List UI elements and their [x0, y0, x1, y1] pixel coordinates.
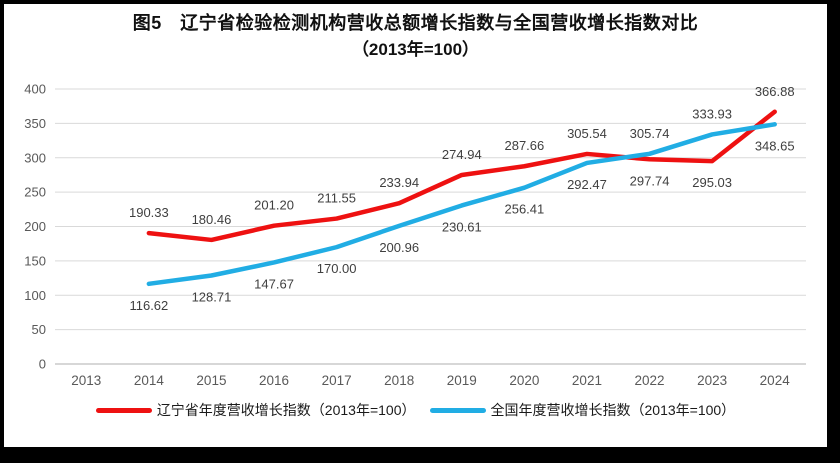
chart-title: 图5 辽宁省检验检测机构营收总额增长指数与全国营收增长指数对比	[132, 13, 699, 33]
y-tick-label: 300	[24, 150, 46, 165]
x-tick-label: 2016	[259, 373, 289, 388]
liaoning-data-label: 190.33	[129, 205, 169, 220]
x-tick-label: 2015	[196, 373, 226, 388]
legend: 辽宁省年度营收增长指数（2013年=100） 全国年度营收增长指数（2013年=1…	[4, 400, 827, 420]
x-tick-label: 2017	[322, 373, 352, 388]
national-data-label: 147.67	[254, 276, 294, 291]
national-data-label: 200.96	[379, 240, 419, 255]
y-tick-label: 100	[24, 288, 46, 303]
legend-line-swatch-liaoning	[95, 407, 152, 413]
liaoning-series-line	[146, 109, 777, 243]
legend-label-national: 全国年度营收增长指数（2013年=100）	[490, 402, 736, 418]
liaoning-data-label: 180.46	[192, 212, 232, 227]
national-data-label: 170.00	[317, 261, 357, 276]
y-tick-label: 50	[32, 322, 46, 337]
x-tick-label: 2021	[572, 373, 602, 388]
x-tick-label: 2019	[447, 373, 477, 388]
national-data-label: 333.93	[692, 106, 732, 121]
x-tick-label: 2014	[134, 373, 165, 388]
x-tick-label: 2022	[635, 373, 665, 388]
x-tick-label: 2024	[760, 373, 791, 388]
legend-line-swatch-national	[429, 407, 486, 413]
legend-label-liaoning: 辽宁省年度营收增长指数（2013年=100）	[156, 402, 416, 418]
chart-subtitle: （2013年=100）	[351, 40, 480, 59]
y-tick-label: 0	[39, 357, 46, 372]
national-data-label: 128.71	[192, 290, 232, 305]
y-tick-label: 400	[24, 82, 46, 97]
liaoning-data-label: 201.20	[254, 198, 294, 213]
plot-area: 0 50 100 150 200 250 300 350 400 2013 2014 2015 2016…	[24, 82, 806, 388]
y-tick-label: 250	[24, 185, 46, 200]
liaoning-data-label: 297.74	[630, 173, 670, 188]
x-tick-label: 2013	[71, 373, 101, 388]
chart-title-block: 图5 辽宁省检验检测机构营收总额增长指数与全国营收增长指数对比 （2013年=1…	[4, 4, 827, 62]
y-tick-label: 150	[24, 253, 46, 268]
x-tick-label: 2020	[509, 373, 539, 388]
national-data-label: 292.47	[567, 177, 607, 192]
liaoning-data-label: 295.03	[692, 175, 732, 190]
legend-item-national: 全国年度营收增长指数（2013年=100）	[429, 400, 736, 420]
x-tick-label: 2023	[697, 373, 727, 388]
legend-item-liaoning: 辽宁省年度营收增长指数（2013年=100）	[95, 400, 416, 420]
y-tick-label: 350	[24, 116, 46, 131]
national-data-label: 256.41	[504, 202, 544, 217]
national-data-label: 305.74	[630, 126, 670, 141]
liaoning-data-label: 211.55	[317, 191, 356, 206]
liaoning-data-label: 287.66	[504, 138, 544, 153]
liaoning-data-label: 305.54	[567, 126, 607, 141]
y-tick-label: 200	[24, 219, 46, 234]
liaoning-data-label: 233.94	[379, 175, 419, 190]
x-tick-label: 2018	[384, 373, 414, 388]
liaoning-data-label: 366.88	[755, 84, 795, 99]
national-series-line	[146, 122, 777, 287]
liaoning-data-label: 274.94	[442, 147, 482, 162]
national-data-label: 348.65	[755, 138, 795, 153]
national-data-label: 116.62	[129, 298, 168, 313]
national-data-label: 230.61	[442, 219, 482, 234]
